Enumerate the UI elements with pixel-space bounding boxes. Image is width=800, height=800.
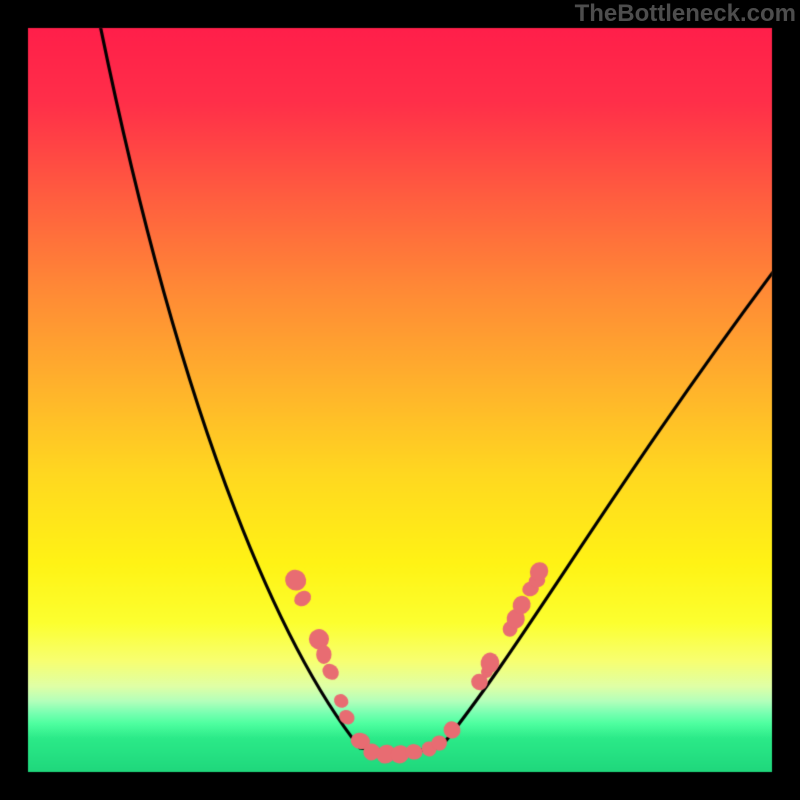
plot-layer (0, 0, 800, 800)
bottleneck-chart: TheBottleneck.com (0, 0, 800, 800)
